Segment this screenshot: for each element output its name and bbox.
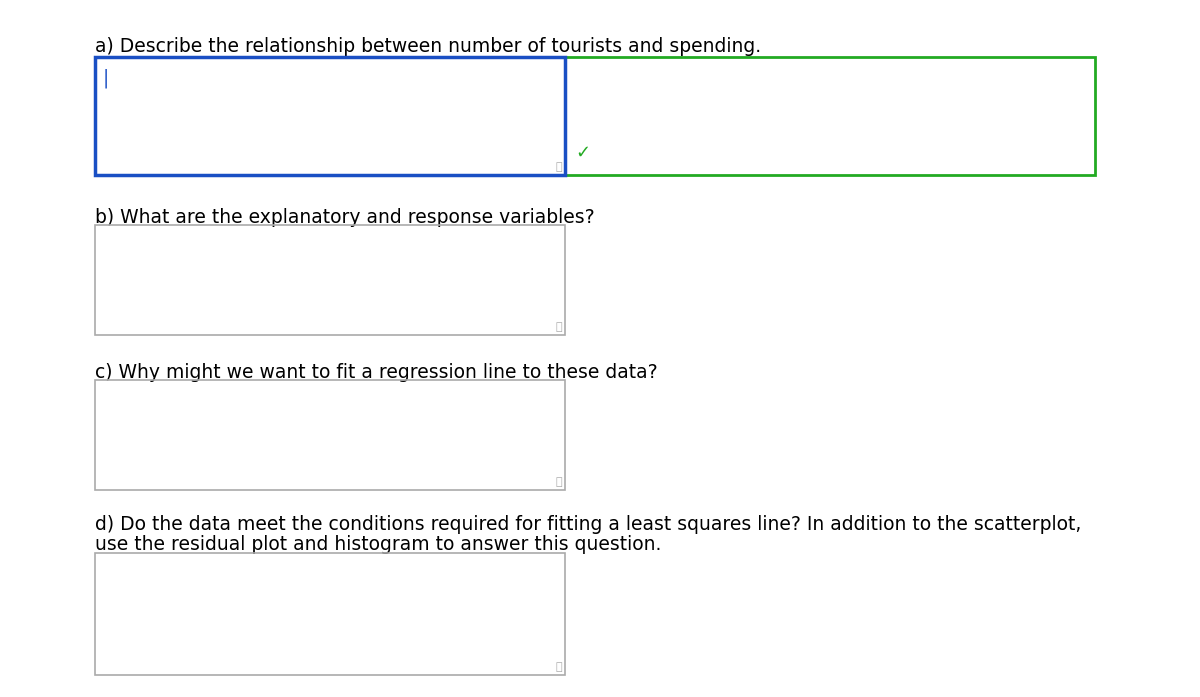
Text: |: | [103, 68, 109, 88]
Text: a) Describe the relationship between number of tourists and spending.: a) Describe the relationship between num… [95, 37, 761, 56]
Bar [95, 225, 565, 335]
Text: c) Why might we want to fit a regression line to these data?: c) Why might we want to fit a regression… [95, 363, 658, 382]
Text: b) What are the explanatory and response variables?: b) What are the explanatory and response… [95, 208, 595, 227]
Text: ✓: ✓ [575, 144, 590, 162]
Text: ⟋: ⟋ [556, 662, 562, 672]
Text: d) Do the data meet the conditions required for fitting a least squares line? In: d) Do the data meet the conditions requi… [95, 515, 1081, 534]
Bar [95, 380, 565, 490]
Bar [95, 57, 565, 175]
Bar [95, 57, 1096, 175]
Text: ⟋: ⟋ [556, 322, 562, 332]
Text: ⟋: ⟋ [556, 477, 562, 487]
Text: ⟋: ⟋ [556, 162, 562, 172]
Bar [95, 553, 565, 675]
Text: use the residual plot and histogram to answer this question.: use the residual plot and histogram to a… [95, 535, 661, 554]
